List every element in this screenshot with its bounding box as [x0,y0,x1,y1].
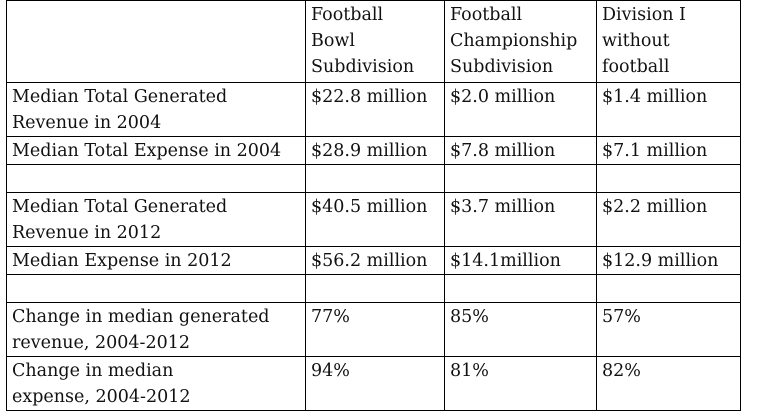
table-cell: $3.7 million [444,192,597,247]
table-cell: $22.8 million [305,82,445,137]
table-cell: 85% [444,302,597,357]
row-label: Median Total Generated Revenue in 2012 [6,192,306,247]
row-label: Change in median expense, 2004-2012 [6,356,306,411]
spacer-row [6,274,741,303]
header-cell-fcs: Football Championship Subdivision [444,0,597,83]
table-cell: $2.0 million [444,82,597,137]
header-cell-fbs: Football Bowl Subdivision [305,0,445,83]
header-row: Football Bowl Subdivision Football Champ… [6,0,741,83]
table-cell [444,274,597,303]
table-cell: $1.4 million [596,82,741,137]
table-row: Median Total Generated Revenue in 2012 $… [6,192,741,247]
table-cell: $28.9 million [305,136,445,165]
table-row: Median Total Generated Revenue in 2004 $… [6,82,741,137]
header-cell-division-i-no-football: Division I without football [596,0,741,83]
table-cell: 81% [444,356,597,411]
table-cell: $56.2 million [305,246,445,275]
table-cell [596,164,741,193]
table-cell: $12.9 million [596,246,741,275]
table-cell [305,164,445,193]
spacer-row [6,164,741,193]
table-row: Median Expense in 2012 $56.2 million $14… [6,246,741,275]
median-revenue-expense-table: Football Bowl Subdivision Football Champ… [6,0,741,411]
table-cell [6,164,306,193]
table-cell: 77% [305,302,445,357]
table-cell: $2.2 million [596,192,741,247]
table-cell: 57% [596,302,741,357]
row-label: Median Total Generated Revenue in 2004 [6,82,306,137]
table-cell: $14.1million [444,246,597,275]
table-row: Change in median expense, 2004-2012 94% … [6,356,741,411]
table-cell [596,274,741,303]
table-cell [6,274,306,303]
table-cell: 94% [305,356,445,411]
table-cell [444,164,597,193]
row-label: Median Total Expense in 2004 [6,136,306,165]
table-row: Median Total Expense in 2004 $28.9 milli… [6,136,741,165]
table-cell: $40.5 million [305,192,445,247]
row-label: Change in median generated revenue, 2004… [6,302,306,357]
table-cell: $7.1 million [596,136,741,165]
table-cell: 82% [596,356,741,411]
table-cell: $7.8 million [444,136,597,165]
table-row: Change in median generated revenue, 2004… [6,302,741,357]
table-cell [305,274,445,303]
header-cell-empty [6,0,306,83]
row-label: Median Expense in 2012 [6,246,306,275]
